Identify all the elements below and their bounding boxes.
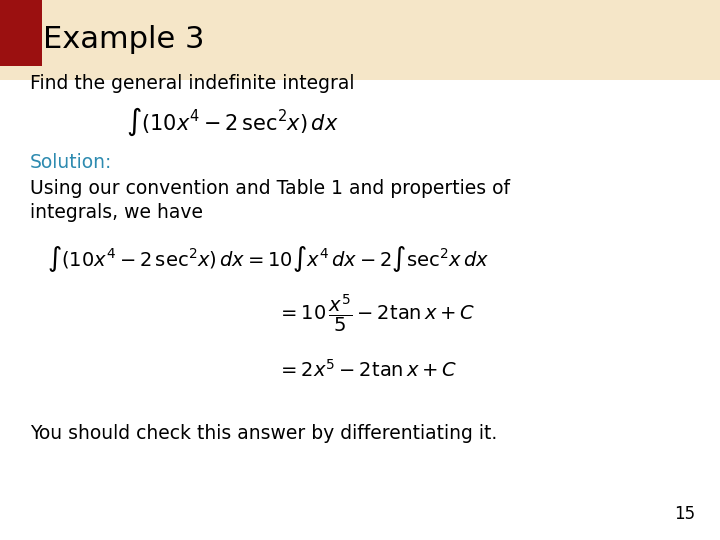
Text: $= 2x^5 - 2\tan x + C$: $= 2x^5 - 2\tan x + C$ [277, 359, 458, 381]
Text: Solution:: Solution: [30, 152, 112, 172]
Text: 15: 15 [674, 505, 695, 523]
Bar [0, 0, 42, 65]
Text: Using our convention and Table 1 and properties of: Using our convention and Table 1 and pro… [30, 179, 510, 198]
Text: $\int (10x^4 - 2\,\sec^2\!x)\, dx$: $\int (10x^4 - 2\,\sec^2\!x)\, dx$ [126, 105, 338, 138]
Text: integrals, we have: integrals, we have [30, 203, 203, 222]
Text: Example 3: Example 3 [43, 25, 204, 55]
Bar [0, 0, 720, 80]
Text: $\int (10x^4 - 2\,\sec^2\!x)\, dx = 10 \int x^4\, dx - 2 \int \sec^2\!x\, dx$: $\int (10x^4 - 2\,\sec^2\!x)\, dx = 10 \… [47, 244, 489, 274]
Text: You should check this answer by differentiating it.: You should check this answer by differen… [30, 423, 498, 443]
Text: Find the general indefinite integral: Find the general indefinite integral [30, 74, 355, 93]
Text: $= 10\,\dfrac{x^5}{5} - 2\tan x + C$: $= 10\,\dfrac{x^5}{5} - 2\tan x + C$ [277, 292, 476, 334]
